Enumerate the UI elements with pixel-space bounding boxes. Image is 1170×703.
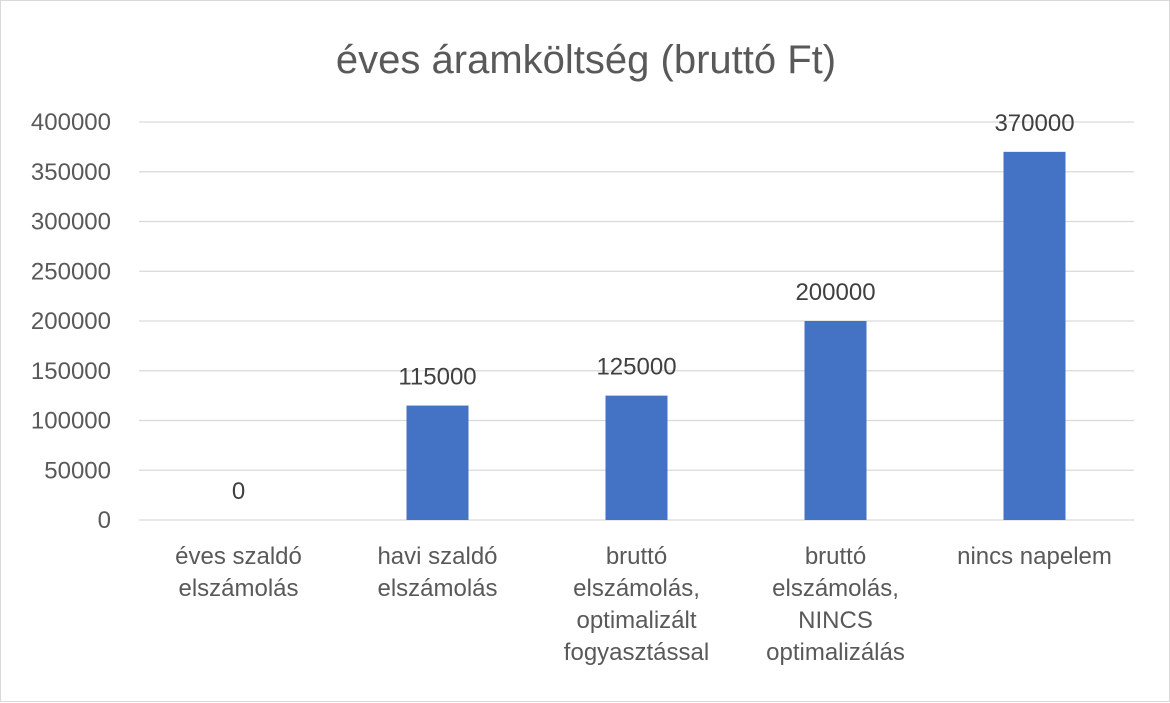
data-label: 0 bbox=[232, 478, 245, 505]
bar bbox=[605, 395, 668, 520]
x-tick-label-line: NINCS bbox=[798, 607, 873, 634]
data-label: 200000 bbox=[795, 279, 875, 306]
x-tick-label: bruttó elszámolás, NINCS optimalizálás bbox=[766, 543, 905, 666]
data-label: 115000 bbox=[398, 364, 476, 391]
data-label: 370000 bbox=[994, 110, 1074, 137]
chart-title: éves áramköltség (bruttó Ft) bbox=[336, 38, 836, 82]
y-tick-label: 100000 bbox=[31, 408, 111, 435]
x-tick-label: bruttó elszámolás, optimalizált fogyasztáss… bbox=[564, 543, 709, 666]
y-tick-label: 250000 bbox=[31, 258, 111, 285]
y-tick-label: 300000 bbox=[31, 209, 111, 236]
y-tick-label: 150000 bbox=[31, 358, 111, 385]
x-tick-label-line: fogyasztással bbox=[564, 639, 709, 666]
x-tick-label-line: havi szaldó bbox=[377, 543, 497, 570]
bars bbox=[406, 151, 1066, 520]
x-tick-label-line: éves szaldó bbox=[175, 543, 302, 570]
x-tick-label: havi szaldó elszámolás bbox=[377, 543, 497, 602]
x-tick-label: nincs napelem bbox=[957, 543, 1112, 570]
data-label: 125000 bbox=[596, 354, 676, 381]
x-tick-label-line: elszámolás bbox=[178, 575, 298, 602]
y-tick-label: 50000 bbox=[44, 457, 111, 484]
x-tick-label-line: optimalizálás bbox=[766, 639, 905, 666]
data-labels: 0 115000 125000 200000 370000 bbox=[232, 110, 1075, 505]
x-tick-label-line: bruttó bbox=[606, 543, 667, 570]
x-axis-ticks: éves szaldó elszámolás havi szaldó elszámol… bbox=[175, 543, 1112, 666]
x-tick-label-line: bruttó bbox=[805, 543, 866, 570]
x-tick-label-line: elszámolás bbox=[377, 575, 497, 602]
x-tick-label-line: optimalizált bbox=[576, 607, 696, 634]
x-tick-label-line: elszámolás, bbox=[772, 575, 899, 602]
y-axis-ticks: 0 50000 100000 150000 200000 250000 300000 3500… bbox=[31, 109, 111, 534]
gridlines bbox=[139, 121, 1134, 521]
x-tick-label: éves szaldó elszámolás bbox=[175, 543, 302, 602]
bar bbox=[406, 405, 469, 520]
x-tick-label-line: elszámolás, bbox=[573, 575, 700, 602]
y-tick-label: 200000 bbox=[31, 308, 111, 335]
y-tick-label: 400000 bbox=[31, 109, 111, 136]
bar bbox=[804, 321, 867, 520]
y-tick-label: 0 bbox=[98, 507, 111, 534]
y-tick-label: 350000 bbox=[31, 159, 111, 186]
x-tick-label-line: nincs napelem bbox=[957, 543, 1112, 570]
bar bbox=[1003, 151, 1066, 520]
